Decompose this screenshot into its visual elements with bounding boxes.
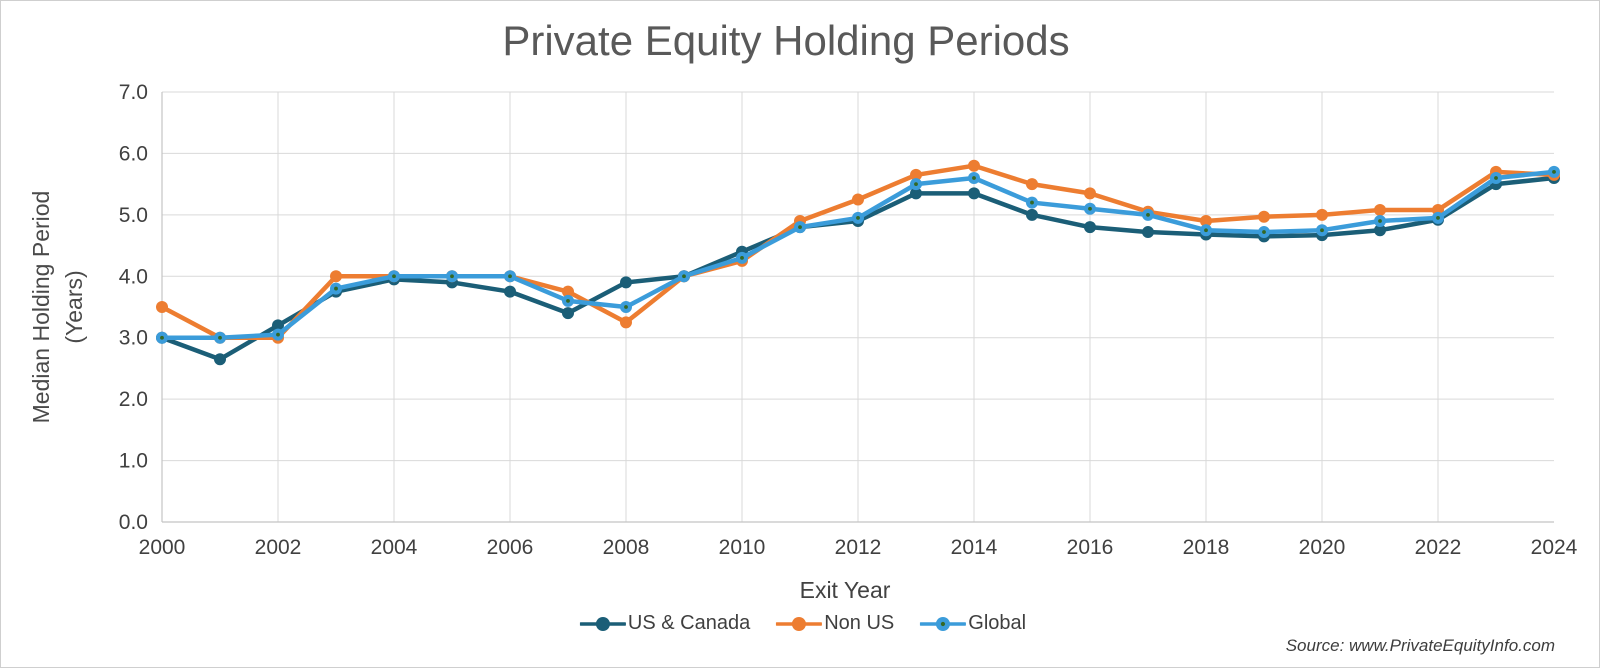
y-tick-label: 1.0 — [119, 450, 148, 473]
data-point-marker — [1026, 208, 1038, 221]
x-tick-label: 2014 — [951, 536, 998, 559]
x-tick-label: 2022 — [1415, 536, 1462, 559]
legend-item-non-us: Non US — [776, 612, 894, 635]
y-tick-label: 0.0 — [119, 511, 148, 534]
legend-item-us-canada: US & Canada — [579, 612, 751, 635]
y-tick-label: 6.0 — [119, 142, 148, 165]
y-tick-label: 2.0 — [119, 388, 148, 411]
data-point-marker — [620, 316, 632, 329]
marker-center-dot — [972, 176, 976, 180]
data-point-marker — [156, 301, 168, 313]
marker-center-dot — [856, 216, 860, 220]
marker-center-dot — [1320, 228, 1324, 233]
marker-center-dot — [798, 225, 802, 230]
marker-center-dot — [624, 305, 628, 309]
marker-center-dot — [276, 332, 280, 337]
marker-center-dot — [1262, 230, 1266, 234]
data-point-marker — [1374, 224, 1386, 237]
data-point-marker — [968, 187, 980, 200]
marker-center-dot — [1088, 206, 1092, 211]
gridlines — [162, 91, 1554, 522]
data-point-marker — [562, 285, 574, 298]
data-point-marker — [910, 168, 922, 181]
y-tick-label: 3.0 — [119, 327, 148, 350]
data-point-marker — [1084, 187, 1096, 200]
x-axis-title: Exit Year — [799, 577, 891, 603]
data-point-marker — [504, 285, 516, 298]
x-tick-labels: 2000 2002 2004 2006 2008 2010 2012 2014 2016 2018… — [139, 536, 1578, 559]
y-tick-label: 4.0 — [119, 265, 148, 288]
x-tick-label: 2018 — [1183, 536, 1230, 559]
legend-item-global: Global — [920, 612, 1026, 635]
data-point-marker — [272, 319, 284, 332]
legend-label-global: Global — [968, 612, 1027, 634]
legend-label-us-canada: US & Canada — [627, 612, 751, 634]
data-point-marker — [1084, 221, 1096, 234]
legend-swatch-us-canada-icon — [579, 616, 626, 632]
data-point-marker — [1200, 215, 1212, 227]
y-tick-label: 7.0 — [119, 81, 148, 104]
marker-center-dot — [218, 335, 222, 340]
legend-swatch-global-icon — [920, 616, 967, 632]
legend: US & Canada Non US Global — [579, 612, 1026, 635]
marker-center-dot — [566, 298, 570, 303]
y-tick-label: 5.0 — [119, 204, 148, 227]
x-tick-label: 2008 — [603, 536, 650, 559]
x-tick-label: 2004 — [371, 536, 418, 559]
data-point-marker — [968, 159, 980, 172]
marker-center-dot — [160, 335, 164, 340]
data-point-marker — [1258, 210, 1270, 223]
series-global — [156, 165, 1560, 344]
data-point-marker — [562, 307, 574, 320]
x-tick-label: 2010 — [719, 536, 766, 559]
marker-center-dot — [1552, 169, 1556, 174]
marker-center-dot — [914, 182, 918, 187]
marker-center-dot — [508, 274, 512, 279]
y-tick-labels: 0.0 1.0 2.0 3.0 4.0 5.0 6.0 7.0 — [119, 81, 148, 534]
data-point-marker — [852, 193, 864, 206]
marker-center-dot — [682, 274, 686, 279]
x-tick-label: 2020 — [1299, 536, 1346, 559]
marker-center-dot — [740, 255, 744, 260]
x-tick-label: 2012 — [835, 536, 882, 559]
data-point-marker — [214, 353, 226, 366]
x-tick-label: 2016 — [1067, 536, 1114, 559]
data-point-marker — [330, 270, 342, 283]
data-point-marker — [1374, 203, 1386, 216]
legend-swatch-non-us-icon — [776, 616, 823, 632]
source-note: Source: www.PrivateEquityInfo.com — [1285, 636, 1555, 655]
data-point-marker — [1026, 178, 1038, 191]
data-point-marker — [1316, 208, 1328, 221]
x-tick-label: 2000 — [139, 536, 186, 559]
data-point-marker — [910, 187, 922, 200]
marker-center-dot — [1030, 200, 1034, 205]
chart-title: Private Equity Holding Periods — [502, 17, 1070, 64]
marker-center-dot — [450, 274, 454, 279]
marker-center-dot — [1378, 219, 1382, 223]
marker-center-dot — [1436, 216, 1440, 220]
x-tick-label: 2024 — [1531, 536, 1578, 559]
marker-center-dot — [1204, 228, 1208, 233]
marker-center-dot — [1146, 212, 1150, 217]
x-tick-label: 2002 — [255, 536, 302, 559]
marker-center-dot — [334, 286, 338, 291]
marker-center-dot — [1494, 176, 1498, 180]
data-point-marker — [1142, 226, 1154, 239]
legend-label-non-us: Non US — [824, 612, 895, 634]
data-point-marker — [620, 276, 632, 289]
x-tick-label: 2006 — [487, 536, 534, 559]
marker-center-dot — [392, 274, 396, 279]
